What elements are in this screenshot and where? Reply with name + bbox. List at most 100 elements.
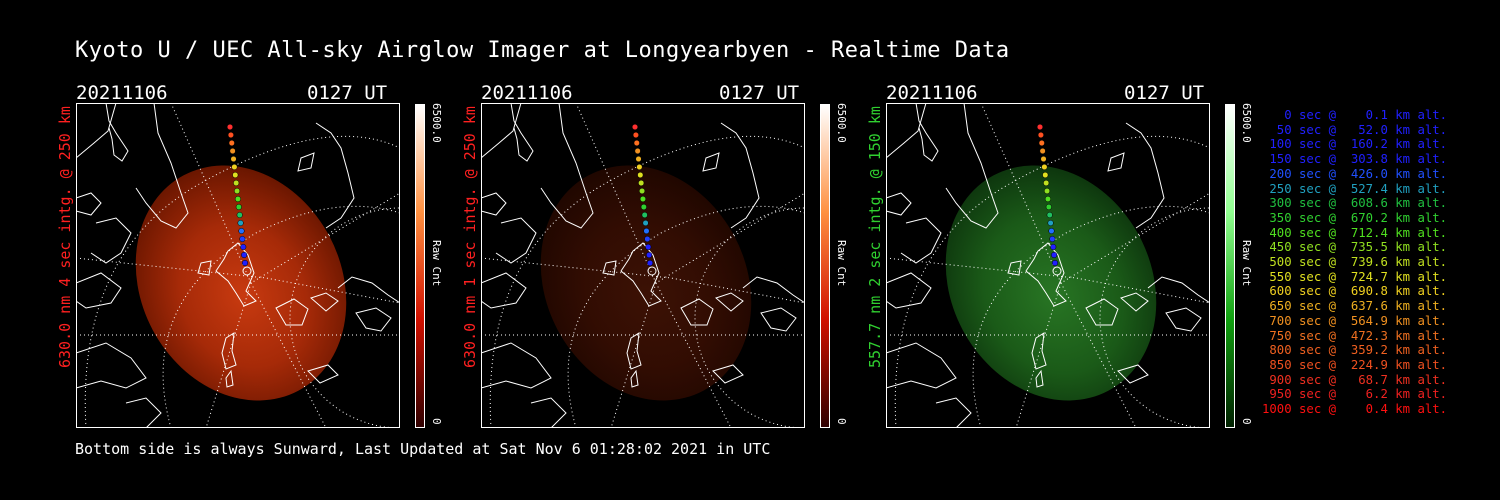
panel-3-image: [886, 103, 1210, 428]
trajectory-point: [633, 139, 640, 147]
coastline: [1165, 307, 1202, 332]
panel-2-colorbar-min: 0: [835, 418, 848, 425]
trajectory-legend-row: 350 sec @ 670.2 km alt.: [1262, 210, 1448, 225]
trajectory-legend-row: 200 sec @ 426.0 km alt.: [1262, 166, 1448, 181]
panel-3-colorbar-label: Raw Cnt: [1240, 240, 1253, 287]
trajectory-point: [238, 227, 245, 235]
grid-line: [489, 135, 805, 428]
coastline: [1035, 369, 1044, 388]
coastline: [626, 332, 642, 370]
trajectory-point: [1045, 203, 1052, 211]
trajectory-legend-row: 700 sec @ 564.9 km alt.: [1262, 313, 1448, 328]
launch-site-marker: [647, 266, 657, 276]
trajectory-point: [229, 147, 236, 155]
coastline: [76, 192, 102, 216]
panel-2-colorbar-max: 6500.0: [835, 103, 848, 143]
trajectory-point: [637, 171, 644, 179]
coastline: [221, 332, 237, 370]
grid-line: [84, 135, 400, 428]
trajectory-point: [635, 155, 642, 163]
trajectory-point: [1048, 227, 1055, 235]
coastline: [355, 307, 392, 332]
panel-3-colorbar-max: 6500.0: [1240, 103, 1253, 143]
coastline: [915, 103, 939, 162]
trajectory-legend-row: 100 sec @ 160.2 km alt.: [1262, 137, 1448, 152]
coastline: [886, 342, 957, 389]
grid-line: [655, 282, 732, 428]
trajectory-legend-row: 150 sec @ 303.8 km alt.: [1262, 152, 1448, 167]
trajectory-legend-row: 1000 sec @ 0.4 km alt.: [1262, 402, 1448, 417]
coastline: [1125, 122, 1165, 229]
coastline: [886, 272, 932, 309]
trajectory-point: [241, 251, 248, 259]
trajectory-point: [646, 251, 653, 259]
trajectory-point: [230, 155, 237, 163]
trajectory-point: [239, 235, 246, 243]
coastline: [630, 369, 639, 388]
trajectory-point: [640, 203, 647, 211]
panel-3-side-label: 557.7 nm 2 sec intg. @ 150 km: [866, 106, 884, 368]
coastline: [1147, 276, 1210, 304]
panel-2-colorbar: [820, 104, 830, 428]
trajectory-point: [1041, 163, 1048, 171]
coastline: [945, 103, 999, 229]
trajectory-legend-row: 450 sec @ 735.5 km alt.: [1262, 240, 1448, 255]
panel-2-side-label: 630.0 nm 1 sec intg. @ 250 km: [461, 106, 479, 368]
coastline: [530, 397, 567, 428]
coastline: [275, 298, 309, 326]
trajectory-legend-row: 500 sec @ 739.6 km alt.: [1262, 255, 1448, 270]
trajectory-point: [646, 259, 654, 267]
panel-3-colorbar-min: 0: [1240, 418, 1253, 425]
coastline: [125, 397, 162, 428]
trajectory-point: [643, 227, 650, 235]
trajectory-point: [232, 171, 239, 179]
coastline: [602, 260, 617, 276]
airglow-disk: [945, 165, 1157, 401]
trajectory-point: [228, 139, 235, 147]
coastline: [680, 298, 714, 326]
coastline: [105, 103, 129, 162]
trajectory-point: [631, 123, 639, 131]
trajectory-legend-row: 650 sec @ 637.6 km alt.: [1262, 299, 1448, 314]
panel-2-date: 20211106: [481, 82, 573, 104]
trajectory-point: [1036, 123, 1044, 131]
trajectory-point: [237, 219, 244, 227]
trajectory-point: [634, 147, 641, 155]
panel-1-colorbar-max: 6500.0: [430, 103, 443, 143]
coastline: [1120, 292, 1149, 312]
panel-3-time: 0127 UT: [1124, 82, 1205, 104]
trajectory-point: [1040, 155, 1047, 163]
launch-site-marker: [242, 266, 252, 276]
trajectory-point: [641, 211, 648, 219]
trajectory-legend-row: 400 sec @ 712.4 km alt.: [1262, 225, 1448, 240]
coastline: [886, 103, 927, 159]
trajectory-point: [1051, 259, 1059, 267]
coastline: [935, 397, 972, 428]
trajectory-point: [1038, 139, 1045, 147]
panel-1-side-label: 630.0 nm 4 sec intg. @ 250 km: [56, 106, 74, 368]
trajectory-point: [644, 235, 651, 243]
trajectory-point: [639, 187, 646, 195]
trajectory-point: [234, 195, 241, 203]
trajectory-legend-row: 750 sec @ 472.3 km alt.: [1262, 328, 1448, 343]
coastline: [510, 103, 534, 162]
coastline: [1031, 332, 1047, 370]
coastline: [715, 292, 744, 312]
trajectory-point: [1051, 251, 1058, 259]
trajectory-point: [241, 259, 249, 267]
trajectory-legend-row: 800 sec @ 359.2 km alt.: [1262, 343, 1448, 358]
trajectory-legend: 0 sec @ 0.1 km alt. 50 sec @ 52.0 km alt…: [1262, 108, 1448, 417]
trajectory-point: [1050, 243, 1057, 251]
trajectory-legend-row: 600 sec @ 690.8 km alt.: [1262, 284, 1448, 299]
trajectory-legend-row: 950 sec @ 6.2 km alt.: [1262, 387, 1448, 402]
coastline: [135, 103, 189, 229]
panel-1-time: 0127 UT: [307, 82, 388, 104]
trajectory-point: [1039, 147, 1046, 155]
trajectory-point: [642, 219, 649, 227]
trajectory-point: [236, 211, 243, 219]
coastline: [337, 276, 400, 304]
trajectory-point: [1049, 235, 1056, 243]
panel-2-time: 0127 UT: [719, 82, 800, 104]
coastline: [720, 122, 760, 229]
coastline: [900, 217, 942, 264]
